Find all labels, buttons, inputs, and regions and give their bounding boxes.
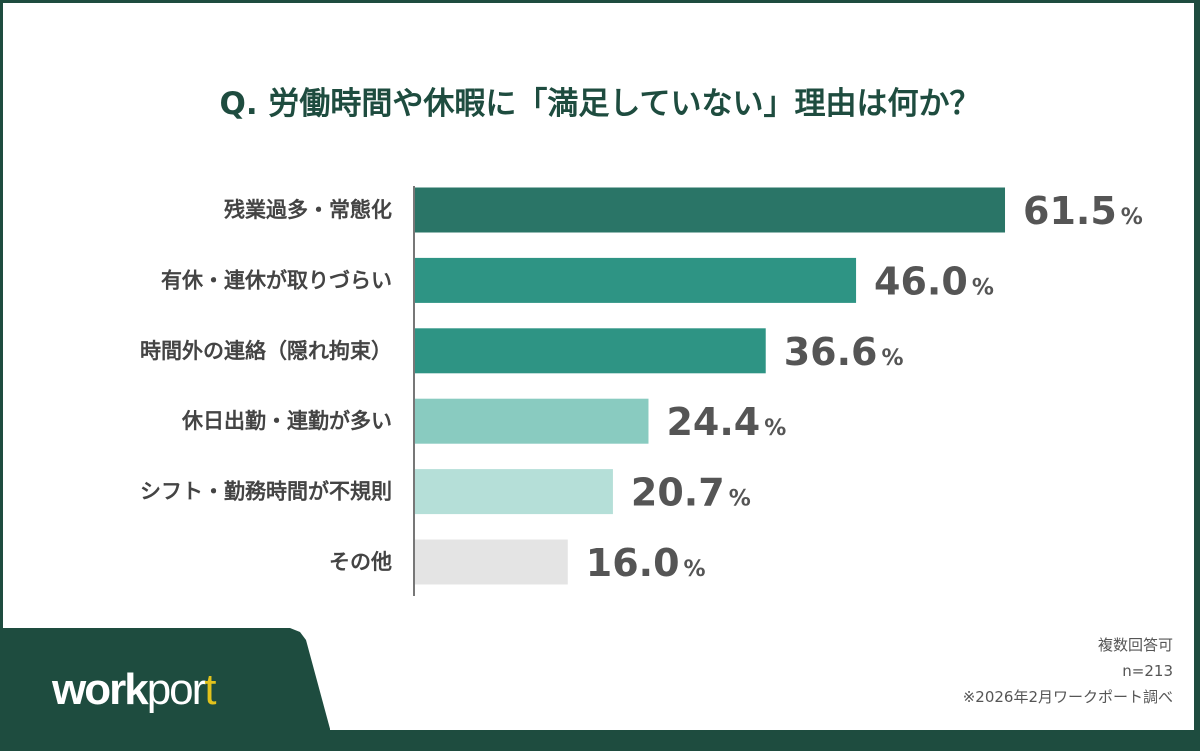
value-label: 46.0	[874, 259, 968, 303]
percent-unit: %	[729, 487, 751, 512]
footnotes: 複数回答可 n=213 ※2026年2月ワークポート調べ	[963, 632, 1173, 710]
bar	[414, 539, 568, 585]
bar	[414, 328, 766, 374]
percent-unit: %	[1121, 205, 1143, 230]
value-label: 36.6	[784, 330, 878, 374]
bar	[414, 469, 613, 515]
note-multiple-answers: 複数回答可	[1097, 636, 1173, 654]
category-label: 休日出勤・連勤が多い	[181, 409, 392, 433]
value-label: 20.7	[631, 471, 725, 515]
percent-unit: %	[684, 557, 706, 582]
percent-unit: %	[881, 346, 903, 371]
bar	[414, 398, 649, 444]
note-sample-size: n=213	[1122, 662, 1173, 680]
category-label: 時間外の連絡（隠れ拘束）	[140, 339, 392, 363]
category-label: 残業過多・常態化	[224, 198, 392, 222]
value-label: 24.4	[666, 400, 760, 444]
percent-unit: %	[764, 416, 786, 441]
logo-band	[0, 628, 330, 751]
bar	[414, 187, 1006, 233]
value-label: 16.0	[586, 541, 680, 585]
category-label: その他	[329, 550, 392, 574]
chart-title: Q. 労働時間や休暇に「満足していない」理由は何か？	[219, 86, 981, 122]
note-source: ※2026年2月ワークポート調べ	[962, 688, 1173, 706]
category-label: 有休・連休が取りづらい	[161, 268, 392, 292]
value-label: 61.5	[1023, 189, 1117, 233]
percent-unit: %	[972, 275, 994, 300]
bar	[414, 257, 857, 303]
workport-logo: workport	[52, 665, 217, 714]
category-label: シフト・勤務時間が不規則	[140, 480, 392, 504]
